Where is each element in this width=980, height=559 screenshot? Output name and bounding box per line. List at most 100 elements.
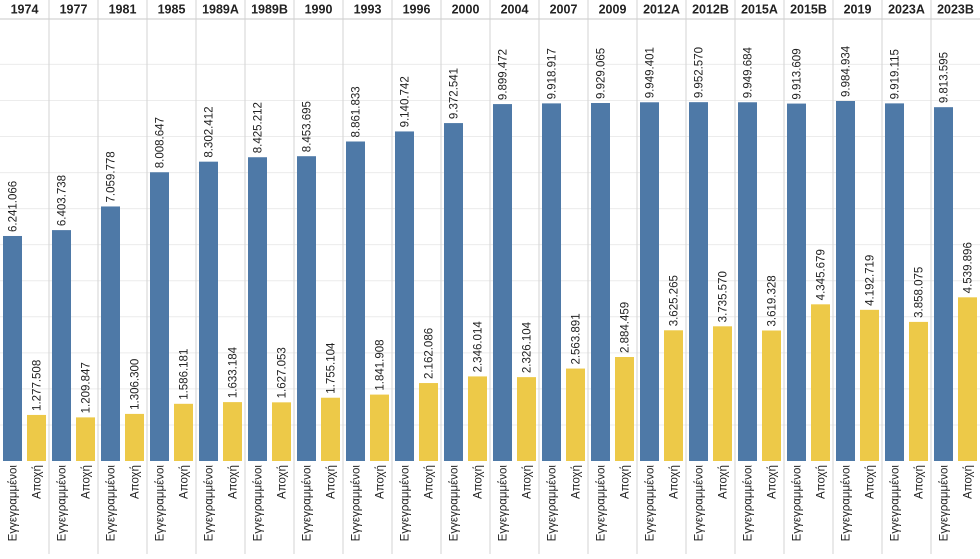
series-label: Εγγεγραμμένοι (939, 465, 951, 542)
data-label: 9.372.541 (449, 68, 461, 119)
data-label: 4.345.679 (816, 249, 828, 300)
bar (958, 297, 977, 461)
bar (860, 309, 879, 461)
bar (150, 172, 169, 462)
category-label: 1977 (60, 3, 88, 17)
category-label: 1981 (109, 3, 137, 17)
bar (493, 104, 512, 462)
series-label: Αποχή (375, 465, 387, 499)
category-label: 2015Β (790, 3, 827, 17)
data-label: 4.539.896 (963, 242, 975, 293)
category-label: 2023Α (888, 3, 925, 17)
series-label: Αποχή (914, 465, 926, 499)
bar (444, 123, 463, 462)
series-label: Αποχή (963, 465, 975, 499)
category-label: 1990 (305, 3, 333, 17)
bar (542, 103, 561, 462)
series-label: Αποχή (277, 465, 289, 499)
series-label: Εγγεγραμμένοι (8, 465, 20, 542)
category-label: 2023Β (937, 3, 974, 17)
category-label: 2012Β (692, 3, 729, 17)
bar (346, 141, 365, 461)
data-label: 1.586.181 (179, 349, 191, 400)
data-label: 9.899.472 (498, 49, 510, 100)
data-label: 9.919.115 (890, 49, 902, 99)
category-label: 1996 (403, 3, 431, 17)
bar (199, 161, 218, 462)
category-label: 1989Β (251, 3, 288, 17)
series-label: Αποχή (81, 465, 93, 499)
bar (689, 102, 708, 461)
series-label: Εγγεγραμμένοι (841, 465, 853, 542)
bar (125, 413, 144, 461)
data-label: 1.306.300 (130, 359, 142, 410)
series-label: Εγγεγραμμένοι (743, 465, 755, 542)
series-label: Εγγεγραμμένοι (890, 465, 902, 542)
series-label: Εγγεγραμμένοι (694, 465, 706, 542)
data-label: 6.241.066 (8, 181, 20, 232)
series-label: Αποχή (718, 465, 730, 499)
data-label: 7.059.778 (106, 151, 118, 202)
bar (468, 376, 487, 461)
series-label: Αποχή (130, 465, 142, 499)
category-label: 2015Α (741, 3, 778, 17)
bar (370, 394, 389, 461)
series-label: Αποχή (571, 465, 583, 499)
bar (811, 304, 830, 461)
bar (738, 102, 757, 462)
data-label: 2.326.104 (522, 321, 534, 373)
series-label: Εγγεγραμμένοι (106, 465, 118, 542)
category-label: 1989Α (202, 3, 239, 17)
data-label: 8.302.412 (204, 106, 216, 157)
data-label: 8.861.833 (351, 86, 363, 137)
data-label: 9.913.609 (792, 48, 804, 99)
data-label: 1.209.847 (81, 362, 93, 413)
category-label: 2004 (501, 3, 529, 17)
bar (395, 131, 414, 461)
series-label: Αποχή (424, 465, 436, 499)
bar (272, 402, 291, 461)
series-label: Αποχή (522, 465, 534, 499)
bar (52, 230, 71, 461)
data-label: 3.735.570 (718, 271, 730, 322)
bar (419, 383, 438, 461)
series-label: Εγγεγραμμένοι (57, 465, 69, 542)
series-label: Αποχή (179, 465, 191, 499)
category-label: 2000 (452, 3, 480, 17)
bar (591, 103, 610, 462)
data-label: 8.425.212 (253, 102, 265, 153)
data-label: 9.952.570 (694, 47, 706, 98)
bar (713, 326, 732, 461)
bar (248, 157, 267, 461)
data-label: 1.277.508 (32, 360, 44, 411)
data-label: 9.929.065 (596, 48, 608, 99)
bar (787, 103, 806, 462)
series-label: Εγγεγραμμένοι (645, 465, 657, 542)
series-label: Αποχή (816, 465, 828, 499)
bar (174, 403, 193, 461)
data-label: 8.008.647 (155, 117, 167, 168)
series-label: Εγγεγραμμένοι (351, 465, 363, 542)
category-label: 1985 (158, 3, 186, 17)
series-label: Εγγεγραμμένοι (498, 465, 510, 542)
bar (909, 321, 928, 461)
category-label: 2009 (599, 3, 627, 17)
bar (517, 377, 536, 461)
data-label: 1.627.053 (277, 347, 289, 398)
series-label: Εγγεγραμμένοι (792, 465, 804, 542)
bar (762, 330, 781, 461)
series-label: Εγγεγραμμένοι (449, 465, 461, 542)
series-label: Αποχή (326, 465, 338, 499)
series-label: Αποχή (228, 465, 240, 499)
series-label: Αποχή (473, 465, 485, 499)
bar (615, 357, 634, 461)
data-label: 8.453.695 (302, 101, 314, 152)
data-label: 9.949.401 (645, 47, 657, 98)
category-label: 2012Α (643, 3, 680, 17)
data-label: 3.619.328 (767, 275, 779, 326)
data-label: 2.346.014 (473, 321, 485, 373)
bar (664, 330, 683, 461)
series-label: Αποχή (669, 465, 681, 499)
